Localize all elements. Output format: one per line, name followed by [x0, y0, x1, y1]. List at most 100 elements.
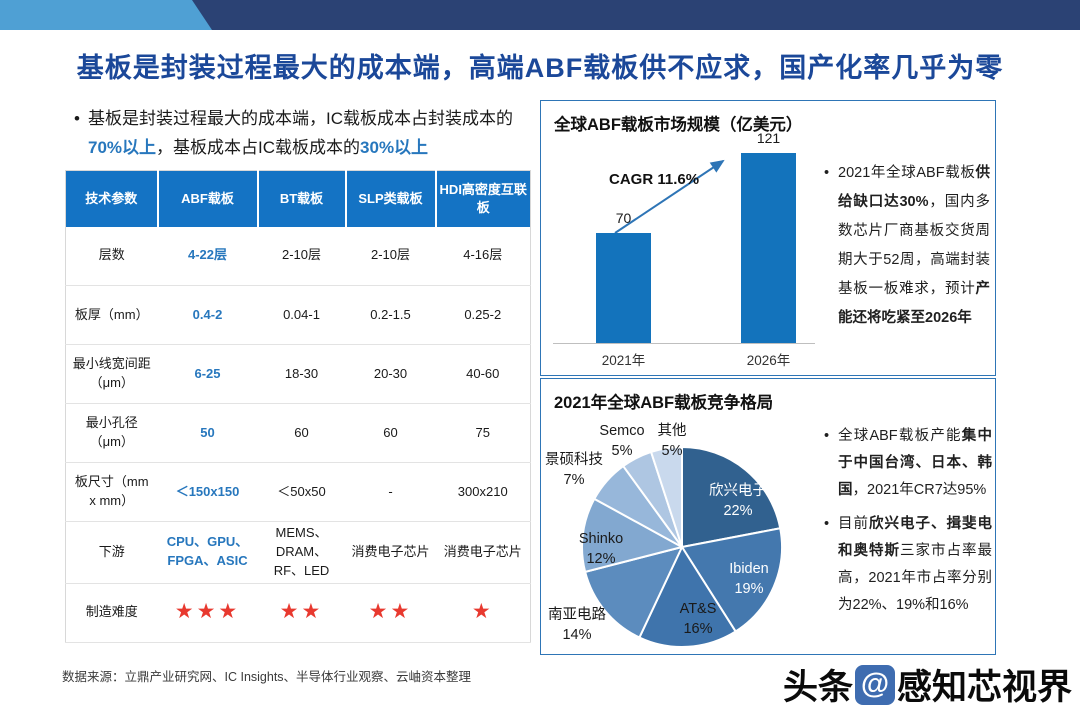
- watermark-name: 感知芯视界: [896, 668, 1072, 707]
- table-cell: 60: [257, 403, 346, 463]
- intro-bullet: 基板是封装过程最大的成本端，IC载板成本占封装成本的 70%以上，基板成本占IC载…: [72, 104, 534, 162]
- pie-label-1: Ibiden 19%: [729, 561, 769, 597]
- text-segment: 欣兴电子、揖斐电和奥特斯: [838, 516, 992, 559]
- table-cell: 6-25: [157, 344, 258, 404]
- table-cell: 最小线宽间距（μm）: [65, 344, 158, 404]
- text-segment: ，基板成本占IC载板成本的: [156, 138, 361, 157]
- table-cell: 板厚（mm）: [65, 285, 158, 345]
- table-row: 层数 4-22层 2-10层 2-10层 4-16层: [65, 226, 531, 286]
- bar-2021年: [596, 233, 651, 343]
- pie-label-7: 其他 5%: [657, 423, 687, 459]
- column-header: 技术参数: [65, 170, 159, 227]
- table-cell: 2-10层: [345, 226, 436, 286]
- bar-category-label: 2021年: [601, 353, 646, 368]
- table-cell: 下游: [65, 521, 158, 584]
- table-cell: 18-30: [257, 344, 346, 404]
- pie-label-5: 景硕科技 7%: [545, 452, 603, 488]
- table-cell: 最小孔径（μm）: [65, 403, 158, 463]
- text-segment: 30%以上: [360, 138, 429, 157]
- competition-panel: 2021年全球ABF载板竞争格局 全球ABF载板产能集中于中国台湾、日本、韩国，…: [540, 378, 996, 655]
- table-cell: 2-10层: [257, 226, 346, 286]
- pie-slice-3: [584, 546, 683, 639]
- column-header: BT载板: [257, 170, 347, 227]
- spec-table: 技术参数 ABF载板 BT载板 SLP类载板 HDI高密度互联板 层数 4-22层 2-10…: [65, 170, 531, 643]
- growth-arrow-icon: [614, 159, 725, 234]
- table-cell: 消费电子芯片: [345, 521, 436, 584]
- page-title: 基板是封装过程最大的成本端，高端ABF载板供不应求，国产化率几乎为零: [76, 53, 1004, 83]
- at-badge-icon: @: [854, 664, 895, 705]
- difficulty-stars: ★: [435, 583, 531, 643]
- pie-slice-0: [681, 446, 782, 548]
- pie-slice-1: [681, 527, 783, 633]
- text-segment: 全球ABF载板产能: [838, 428, 962, 444]
- column-header: ABF载板: [157, 170, 259, 227]
- competition-note-2: 目前欣兴电子、揖斐电和奥特斯三家市占率最高，2021年市占率分别为22%、19%…: [824, 511, 992, 619]
- difficulty-stars: ★★: [257, 583, 346, 643]
- table-cell: 50: [157, 403, 258, 463]
- table-cell: 4-16层: [435, 226, 531, 286]
- table-cell: 板尺寸（mm x mm）: [65, 462, 158, 522]
- pie-slice-4: [581, 497, 683, 573]
- pie-label-3: 南亚电路 14%: [548, 607, 606, 643]
- text-segment: 集中于中国台湾、日本、韩国: [838, 428, 993, 498]
- pie-slice-7: [650, 446, 683, 548]
- table-cell: CPU、GPU、FPGA、ASIC: [157, 521, 258, 584]
- table-cell: 制造难度: [65, 583, 158, 643]
- pie-label-0: 欣兴电子 22%: [709, 483, 767, 519]
- market-note: 2021年全球ABF载板供给缺口达30%，国内多数芯片厂商基板交货周期大于52周…: [824, 159, 990, 333]
- difficulty-stars: ★★★: [157, 583, 258, 643]
- pie-label-6: Semco 5%: [599, 423, 645, 459]
- table-cell: 300x210: [435, 462, 531, 522]
- pie-label-2: AT&S 16%: [679, 601, 717, 637]
- table-cell: 0.25-2: [435, 285, 531, 345]
- table-cell: 75: [435, 403, 531, 463]
- table-cell: ＜150x150: [157, 462, 258, 522]
- table-cell: ＜50x50: [257, 462, 346, 522]
- table-cell: MEMS、DRAM、RF、LED: [257, 521, 346, 584]
- column-header: HDI高密度互联板: [435, 170, 531, 227]
- table-row: 板厚（mm） 0.4-2 0.04-1 0.2-1.5 0.25-2: [65, 285, 531, 345]
- table-row: 下游 CPU、GPU、FPGA、ASIC MEMS、DRAM、RF、LED 消费电子芯…: [65, 521, 531, 584]
- table-cell: 40-60: [435, 344, 531, 404]
- text-segment: 目前: [838, 516, 869, 532]
- spec-table-body: 层数 4-22层 2-10层 2-10层 4-16层 板厚（mm） 0.4-2 0.04-1 0…: [65, 226, 531, 643]
- competition-notes: 全球ABF载板产能集中于中国台湾、日本、韩国，2021年CR7达95% 目前欣兴…: [824, 423, 992, 626]
- table-cell: 0.4-2: [157, 285, 258, 345]
- table-cell: 60: [345, 403, 436, 463]
- text-segment: 供给缺口达30%: [838, 165, 990, 210]
- table-cell: 4-22层: [157, 226, 258, 286]
- pie-slice-2: [638, 546, 737, 648]
- table-cell: 消费电子芯片: [435, 521, 531, 584]
- table-row: 板尺寸（mm x mm） ＜150x150 ＜50x50-300x210: [65, 462, 531, 522]
- bar-2026年: [741, 153, 796, 343]
- table-row: 制造难度 ★★★ ★★ ★★ ★: [65, 583, 531, 643]
- top-bar-accent: [0, 0, 212, 30]
- text-segment: ，国内多数芯片厂商基板交货周期大于52周，高端封装基板一板难求，预计: [838, 194, 990, 297]
- bar-category-label: 2026年: [746, 353, 791, 368]
- column-header: SLP类载板: [345, 170, 437, 227]
- competition-note-1: 全球ABF载板产能集中于中国台湾、日本、韩国，2021年CR7达95%: [824, 423, 992, 504]
- text-segment: 2021年全球ABF载板: [838, 165, 976, 181]
- pie-chart-title: 2021年全球ABF载板竞争格局: [554, 394, 774, 412]
- table-cell: -: [345, 462, 436, 522]
- table-row: 最小孔径（μm） 50 60 60 75: [65, 403, 531, 463]
- pie-label-4: Shinko 12%: [578, 531, 624, 567]
- table-cell: 0.04-1: [257, 285, 346, 345]
- table-cell: 层数: [65, 226, 158, 286]
- bar-value-label: 70: [615, 210, 632, 226]
- text-segment: 三家市占率最高，2021年市占率分别为22%、19%和16%: [838, 543, 992, 613]
- text-segment: ，2021年CR7达95%: [852, 482, 987, 498]
- pie-chart-svg: [581, 446, 783, 648]
- table-cell: 0.2-1.5: [345, 285, 436, 345]
- market-size-panel: 全球ABF载板市场规模（亿美元） CAGR 11.6% 70 2021年 121 20…: [540, 100, 996, 376]
- spec-table-head: 技术参数 ABF载板 BT载板 SLP类载板 HDI高密度互联板: [65, 170, 531, 227]
- table-row: 最小线宽间距（μm） 6-25 18-30 20-30 40-60: [65, 344, 531, 404]
- data-source: 数据来源：立鼎产业研究网、IC Insights、半导体行业观察、云岫资本整理: [62, 670, 472, 684]
- cagr-label: CAGR 11.6%: [609, 171, 700, 188]
- text-segment: 基板是封装过程最大的成本端，IC载板成本占封装成本的: [88, 109, 513, 128]
- x-axis-line: [553, 343, 815, 344]
- text-segment: 70%以上: [88, 138, 157, 157]
- bar-value-label: 121: [756, 130, 781, 146]
- difficulty-stars: ★★: [345, 583, 436, 643]
